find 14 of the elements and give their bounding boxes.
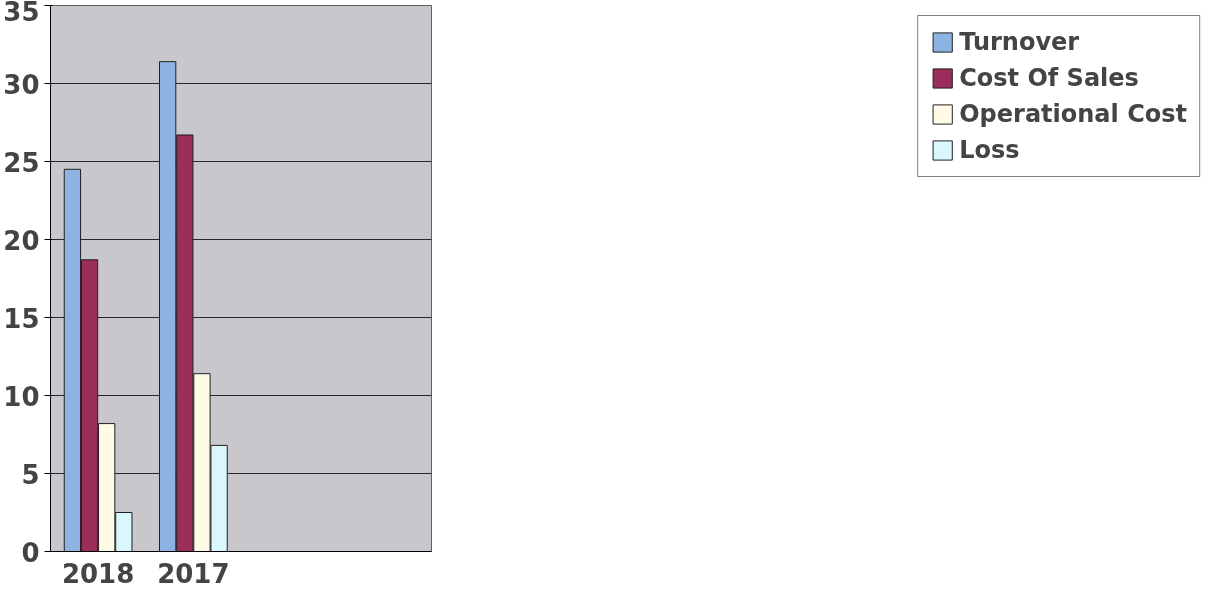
y-tick-label: 0	[21, 537, 40, 568]
y-tick-label: 35	[3, 0, 40, 27]
legend-label: Operational Cost	[959, 100, 1187, 128]
x-tick-label: 2017	[157, 558, 230, 589]
x-tick-label: 2018	[61, 558, 135, 589]
y-tick-label: 20	[3, 225, 40, 256]
y-tick-label: 15	[3, 303, 40, 334]
y-tick-label: 25	[3, 147, 40, 178]
y-tick-label: 10	[3, 381, 40, 412]
y-tick-label: 30	[3, 69, 40, 100]
y-tick-label: 5	[21, 459, 40, 490]
legend-label: Loss	[959, 136, 1020, 164]
legend-label: Cost Of Sales	[959, 64, 1139, 92]
legend-label: Turnover	[959, 28, 1080, 56]
